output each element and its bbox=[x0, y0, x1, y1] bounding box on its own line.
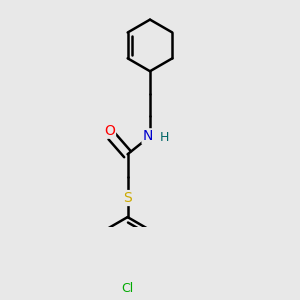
Text: H: H bbox=[160, 131, 169, 144]
Text: N: N bbox=[142, 129, 153, 143]
Text: O: O bbox=[104, 124, 115, 138]
Text: Cl: Cl bbox=[122, 282, 134, 296]
Text: S: S bbox=[123, 191, 132, 205]
